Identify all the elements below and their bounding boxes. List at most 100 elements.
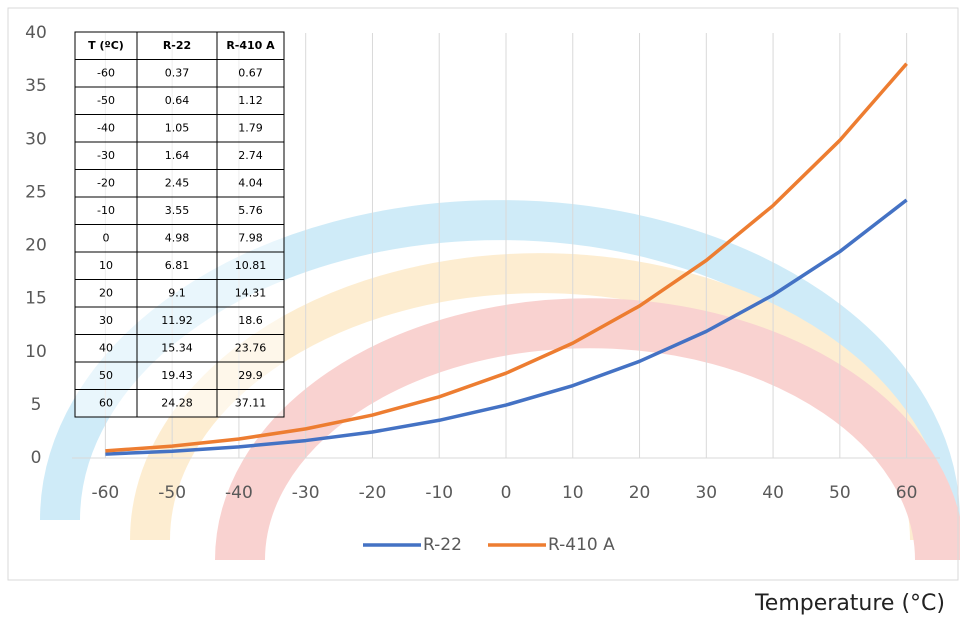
x-tick-label: 10 (562, 483, 584, 503)
table-value: 15.34 (161, 341, 193, 354)
x-tick-label: -50 (158, 483, 186, 503)
table-cell (216, 59, 285, 88)
table-value: 7.98 (238, 231, 263, 244)
table-value: 1.12 (238, 94, 263, 107)
table-cell (216, 169, 285, 198)
series-line (105, 62, 908, 453)
table-value: 1.64 (165, 149, 190, 162)
table-cell (74, 334, 138, 363)
y-tick-label: 40 (25, 23, 47, 43)
table-value: -60 (97, 66, 115, 79)
table-cell (74, 31, 138, 60)
table-value: 20 (99, 286, 113, 299)
table-cell (136, 251, 218, 280)
chart-border (7, 7, 959, 581)
table-cell (216, 361, 285, 390)
x-tick-label: -20 (359, 483, 387, 503)
table-cell (74, 169, 138, 198)
table-value: 9.1 (168, 286, 186, 299)
x-tick-label: -30 (292, 483, 320, 503)
table-value: 0 (103, 231, 110, 244)
table-value: 30 (99, 314, 113, 327)
x-axis-label: Temperature (°C) (754, 591, 945, 616)
table-header: T (ºC) (88, 39, 124, 52)
x-tick-label: 50 (829, 483, 851, 503)
table-value: 2.45 (165, 176, 190, 189)
table-value: 2.74 (238, 149, 263, 162)
x-tick-label: 20 (629, 483, 651, 503)
legend-label: R-22 (423, 535, 462, 555)
table-value: 4.98 (165, 231, 190, 244)
table-cell (74, 361, 138, 390)
table-value: 23.76 (235, 341, 267, 354)
table-value: 40 (99, 341, 113, 354)
table-cell (216, 141, 285, 170)
table-value: -50 (97, 94, 115, 107)
table-cell (136, 224, 218, 253)
table-value: -10 (97, 204, 115, 217)
series-line (105, 198, 908, 456)
table-header: R-410 A (226, 39, 275, 52)
table-cell (136, 169, 218, 198)
y-tick-label: 15 (25, 289, 47, 309)
table-cell (136, 141, 218, 170)
table-value: 4.04 (238, 176, 263, 189)
x-tick-label: 30 (695, 483, 717, 503)
table-value: 11.92 (161, 314, 193, 327)
table-cell (216, 114, 285, 143)
legend-label: R-410 A (548, 535, 615, 555)
x-tick-label: 60 (896, 483, 918, 503)
table-cell (216, 31, 285, 60)
x-tick-label: -60 (91, 483, 119, 503)
y-tick-label: 10 (25, 342, 47, 362)
table-cell (136, 59, 218, 88)
table-cell (216, 196, 285, 225)
table-value: 10.81 (235, 259, 267, 272)
table-cell (216, 334, 285, 363)
y-tick-label: 30 (25, 129, 47, 149)
table-cell (216, 279, 285, 308)
table-value: 19.43 (161, 369, 193, 382)
table-cell (74, 86, 138, 115)
table-cell (216, 389, 285, 418)
table-value: 24.28 (161, 396, 193, 409)
x-tick-label: 0 (501, 483, 512, 503)
table-value: -30 (97, 149, 115, 162)
table-value: 37.11 (235, 396, 267, 409)
table-value: 3.55 (165, 204, 190, 217)
table-value: 29.9 (238, 369, 263, 382)
table-value: 14.31 (235, 286, 267, 299)
table-cell (74, 224, 138, 253)
table-value: -20 (97, 176, 115, 189)
table-value: 10 (99, 259, 113, 272)
table-cell (216, 224, 285, 253)
x-tick-label: -10 (425, 483, 453, 503)
table-value: 18.6 (238, 314, 263, 327)
table-value: -40 (97, 121, 115, 134)
table-value: 6.81 (165, 259, 190, 272)
table-cell (136, 389, 218, 418)
x-tick-label: -40 (225, 483, 253, 503)
table-value: 5.76 (238, 204, 263, 217)
table-value: 0.64 (165, 94, 190, 107)
table-cell (136, 361, 218, 390)
y-tick-label: 5 (31, 395, 42, 415)
table-cell (216, 251, 285, 280)
table-value: 60 (99, 396, 113, 409)
table-value: 50 (99, 369, 113, 382)
table-cell (136, 114, 218, 143)
x-tick-label: 40 (762, 483, 784, 503)
data-table: T (ºC) R-22 R-410 A -60 0.37 0.67 -50 0.64 1.12 -… (74, 31, 285, 418)
y-tick-label: 0 (31, 448, 42, 468)
table-value: 0.67 (238, 66, 263, 79)
table-value: 1.79 (238, 121, 263, 134)
y-tick-label: 35 (25, 76, 47, 96)
y-tick-label: 25 (25, 182, 47, 202)
table-cell (74, 389, 138, 418)
table-cell (74, 251, 138, 280)
table-value: 1.05 (165, 121, 190, 134)
table-value: 0.37 (165, 66, 190, 79)
table-cell (136, 334, 218, 363)
